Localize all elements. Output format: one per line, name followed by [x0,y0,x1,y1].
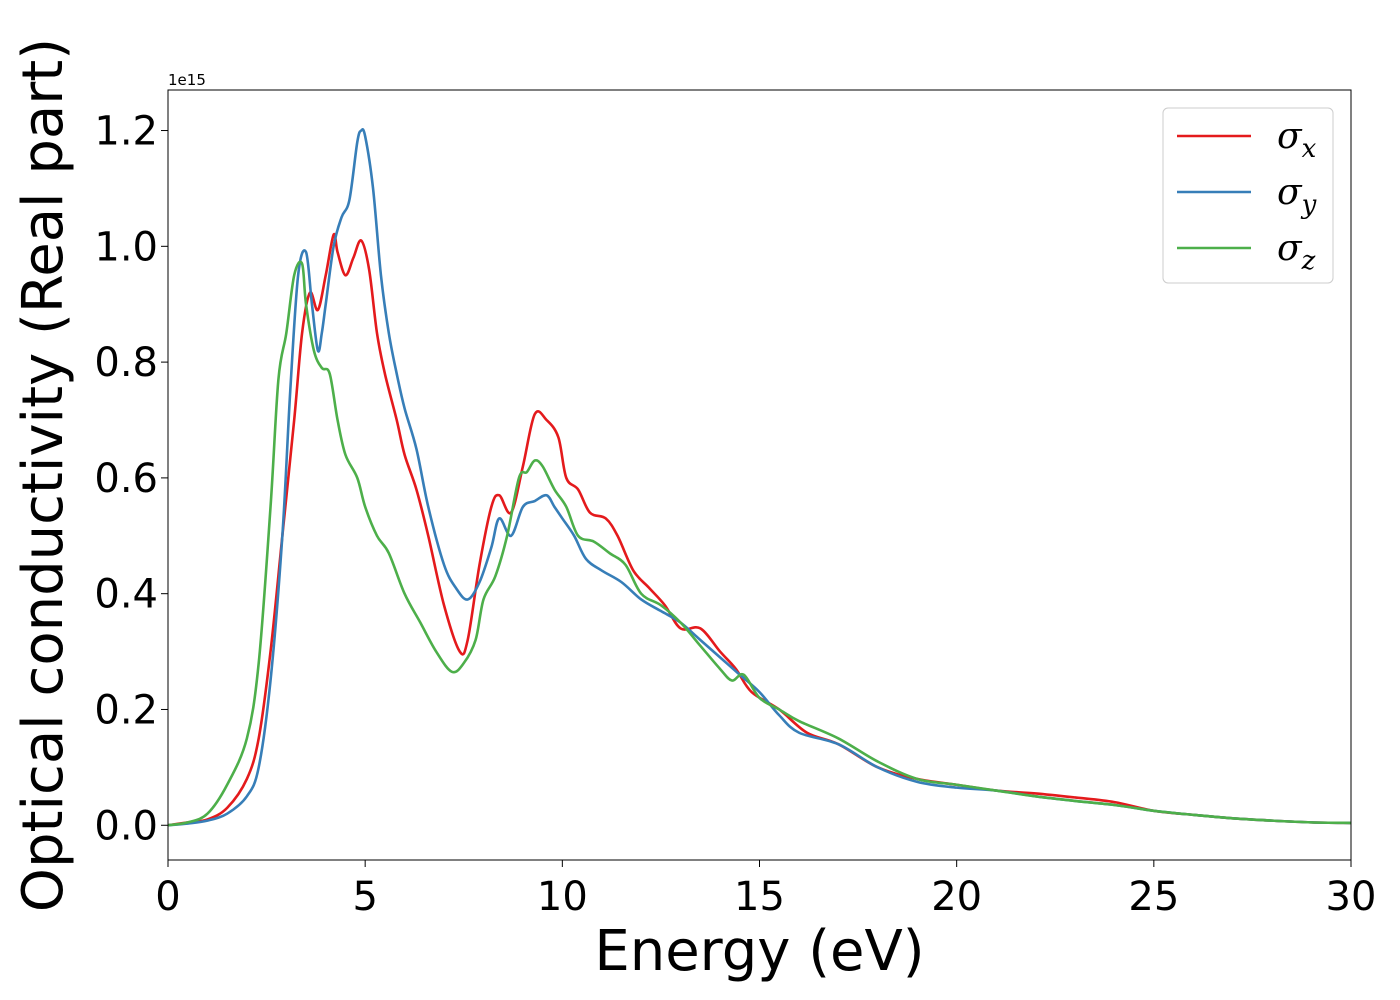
x-tick-label: 0 [155,874,180,920]
series-line-x [167,232,1352,827]
x-tick-label: 5 [352,874,377,920]
y-tick-label: 0.4 [94,572,158,618]
x-tick-label: 15 [734,874,785,920]
y-tick-label: 0.8 [94,340,158,386]
y-tick-label: 0.0 [94,803,158,849]
legend-label-x: σx [1277,116,1317,164]
y-tick-label: 1.0 [94,224,158,270]
legend-box [1162,107,1334,284]
legend-label-y: σy [1277,172,1317,220]
plot-lines [167,128,1352,827]
x-axis-label: Energy (eV) [594,919,924,984]
x-tick-label: 25 [1128,874,1179,920]
legend-label-z: σz [1277,228,1316,276]
y-axis-ticks: 0.0 0.2 0.4 0.6 0.8 1.0 1.2 [94,109,168,849]
y-tick-label: 1.2 [94,109,158,155]
y-axis-offset-label: 1e15 [168,71,206,89]
x-tick-label: 30 [1326,874,1377,920]
y-tick-label: 0.6 [94,456,158,502]
series-line-y [167,128,1352,827]
x-tick-label: 20 [931,874,982,920]
y-axis-label: Optical conductivity (Real part) [11,38,76,912]
x-axis-ticks: 0 5 10 15 20 25 30 [155,860,1376,920]
x-tick-label: 10 [537,874,588,920]
y-tick-label: 0.2 [94,687,158,733]
series-line-z [167,260,1352,827]
legend: σx σy σz [1162,107,1334,284]
